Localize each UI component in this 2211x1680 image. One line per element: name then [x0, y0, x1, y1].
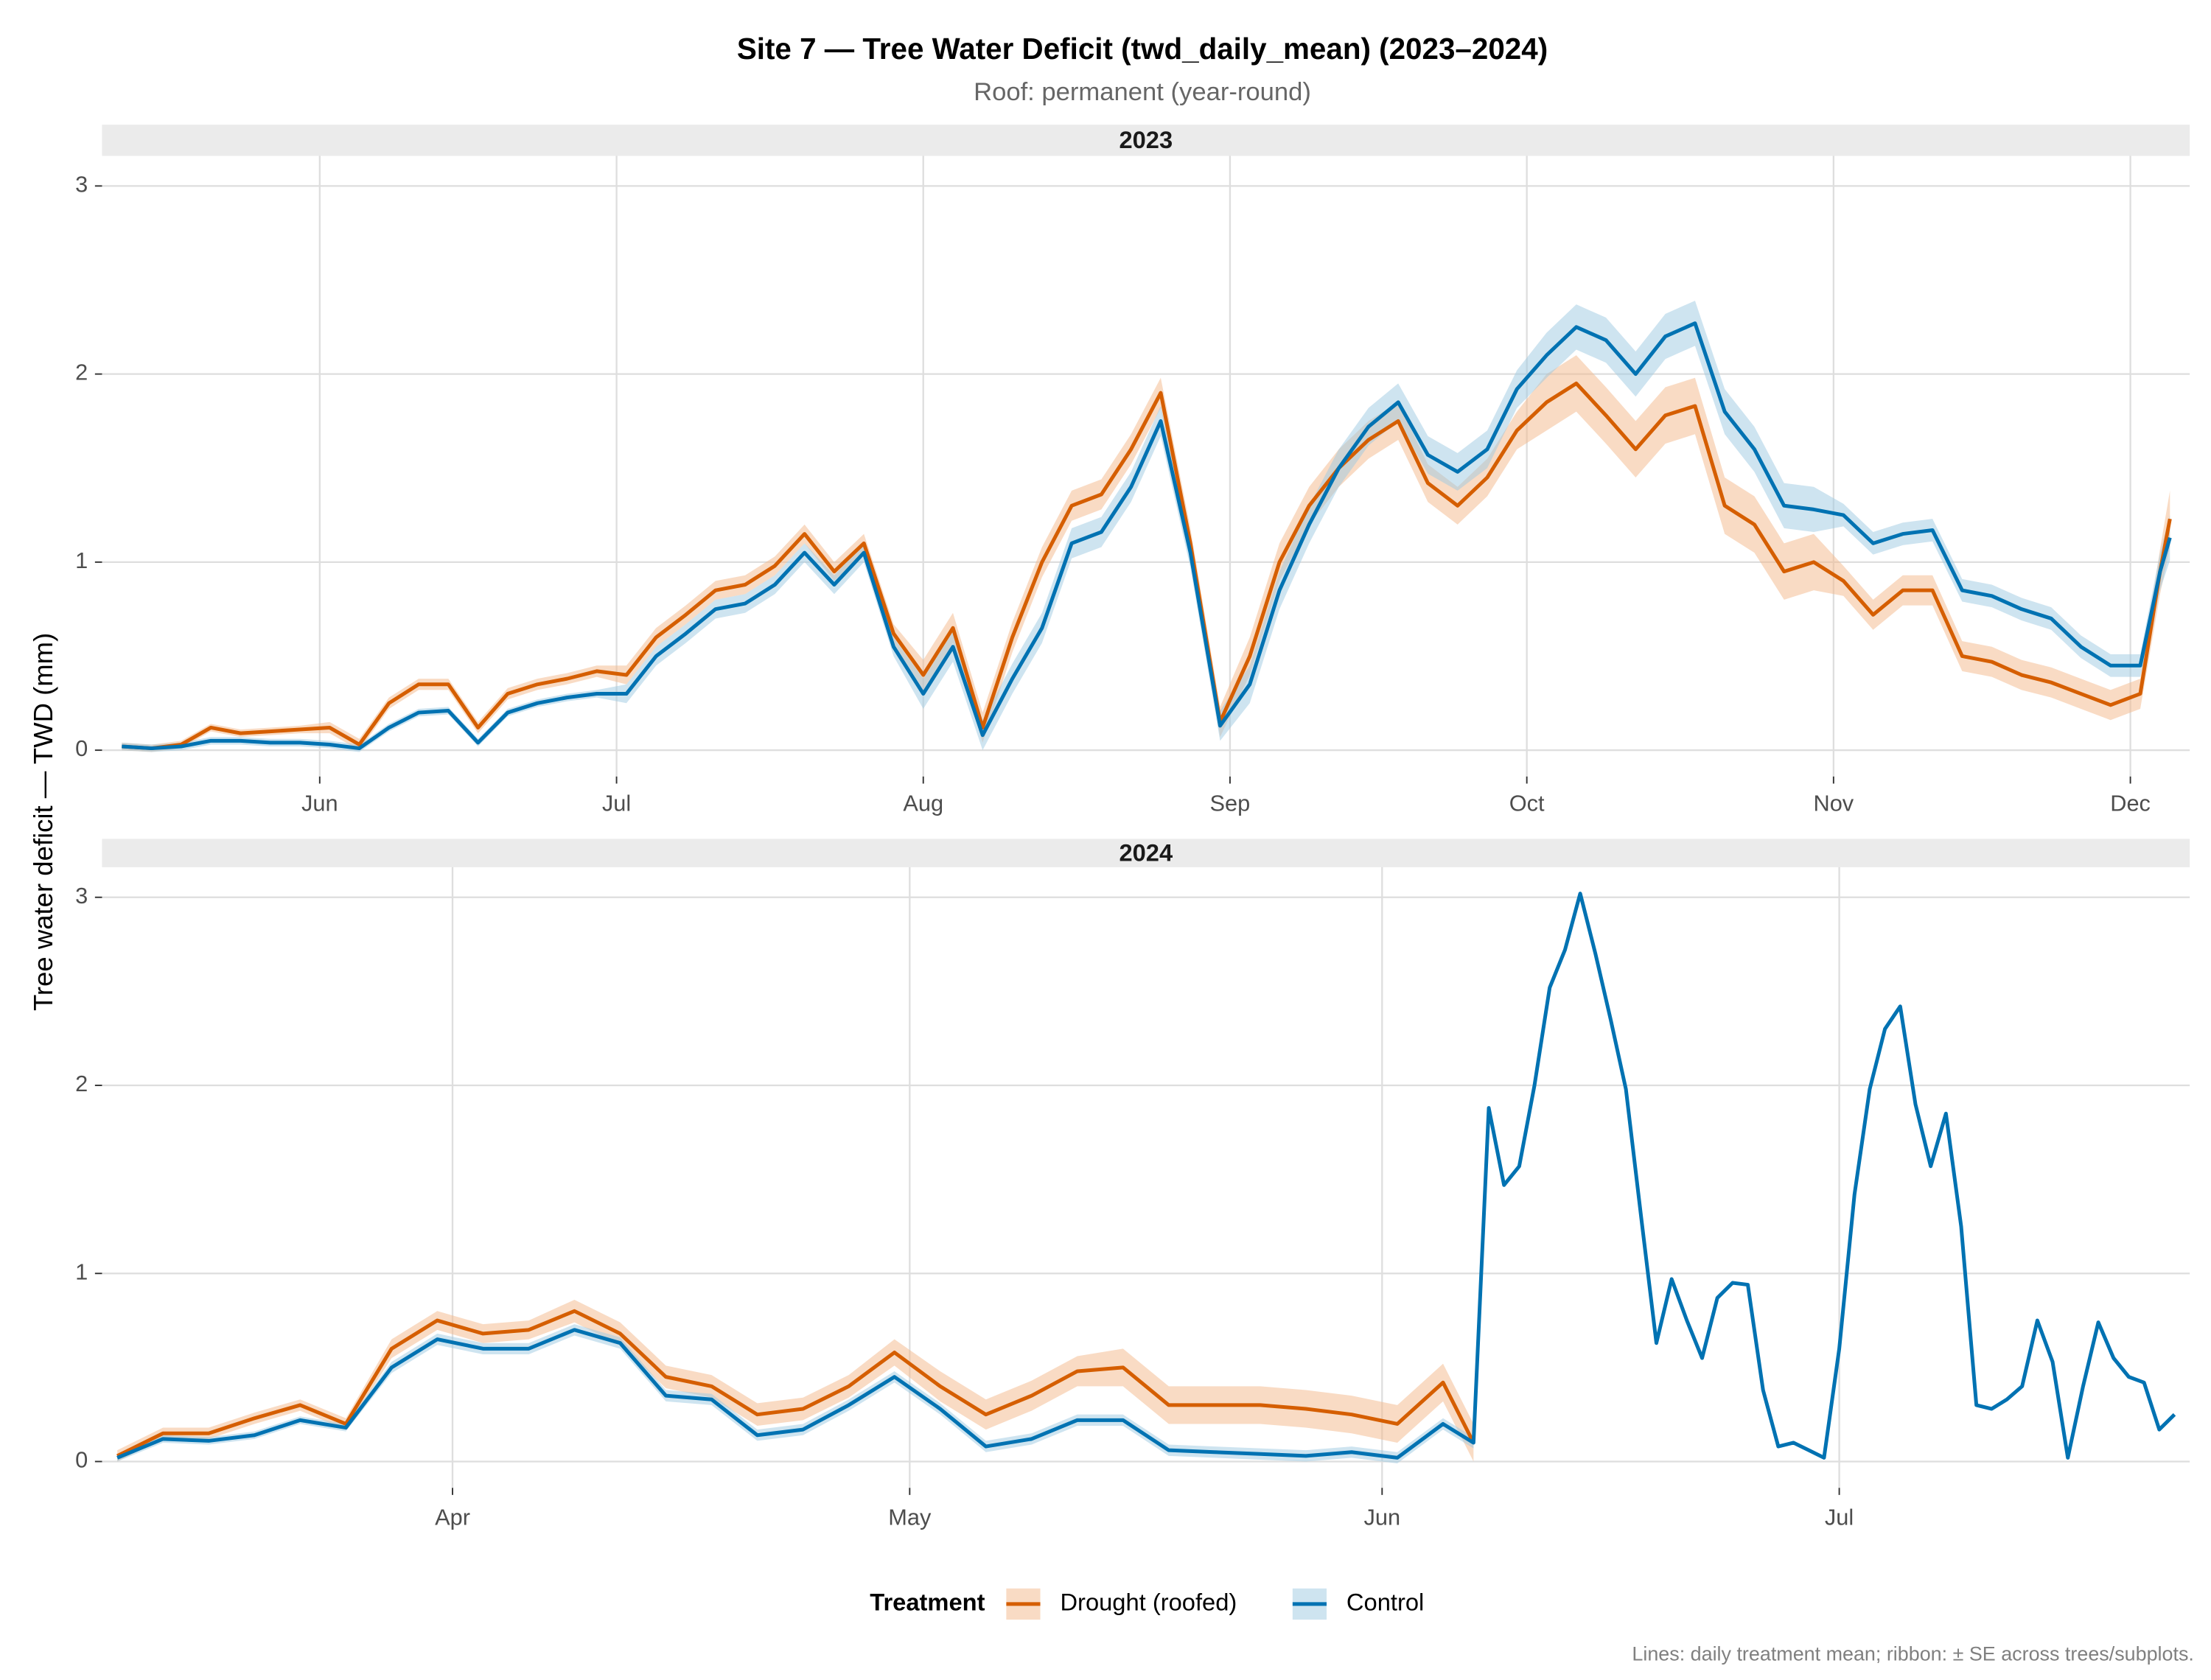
chart-subtitle: Roof: permanent (year-round) — [974, 78, 1311, 106]
x-tick-label: Jul — [1825, 1505, 1854, 1530]
legend-label: Drought (roofed) — [1060, 1589, 1237, 1616]
x-tick-label: Jun — [301, 790, 338, 816]
x-tick-label: Nov — [1814, 790, 1854, 816]
x-tick-label: May — [888, 1505, 932, 1530]
x-tick-label: Aug — [903, 790, 943, 816]
y-tick-label: 1 — [75, 547, 88, 573]
series-line — [122, 321, 2172, 751]
x-tick-label: Dec — [2110, 790, 2151, 816]
facet-strip — [102, 839, 2190, 867]
y-tick-label: 3 — [75, 883, 88, 909]
se-ribbon — [122, 355, 2170, 752]
series-line — [116, 892, 2176, 1460]
x-tick-label: Sep — [1210, 790, 1251, 816]
x-tick-label: Oct — [1509, 790, 1545, 816]
x-tick-label: Apr — [435, 1505, 470, 1530]
y-tick-label: 1 — [75, 1259, 88, 1284]
y-tick-label: 2 — [75, 1071, 88, 1096]
x-tick-label: Jun — [1363, 1505, 1400, 1530]
facet-strip — [102, 125, 2190, 156]
x-tick-label: Jul — [602, 790, 631, 816]
y-tick-label: 0 — [75, 1447, 88, 1473]
y-tick-label: 2 — [75, 360, 88, 385]
legend-title: Treatment — [870, 1589, 985, 1616]
facet-label: 2023 — [1119, 126, 1173, 153]
y-tick-label: 0 — [75, 735, 88, 761]
y-axis-label: Tree water deficit — TWD (mm) — [28, 633, 58, 1011]
y-tick-label: 3 — [75, 172, 88, 197]
series-line — [116, 1309, 1475, 1458]
legend-label: Control — [1346, 1589, 1424, 1616]
caption: Lines: daily treatment mean; ribbon: ± S… — [1632, 1642, 2194, 1665]
series-line — [122, 381, 2172, 751]
chart-title: Site 7 — Tree Water Deficit (twd_daily_m… — [737, 32, 1548, 66]
facet-label: 2024 — [1119, 839, 1173, 866]
